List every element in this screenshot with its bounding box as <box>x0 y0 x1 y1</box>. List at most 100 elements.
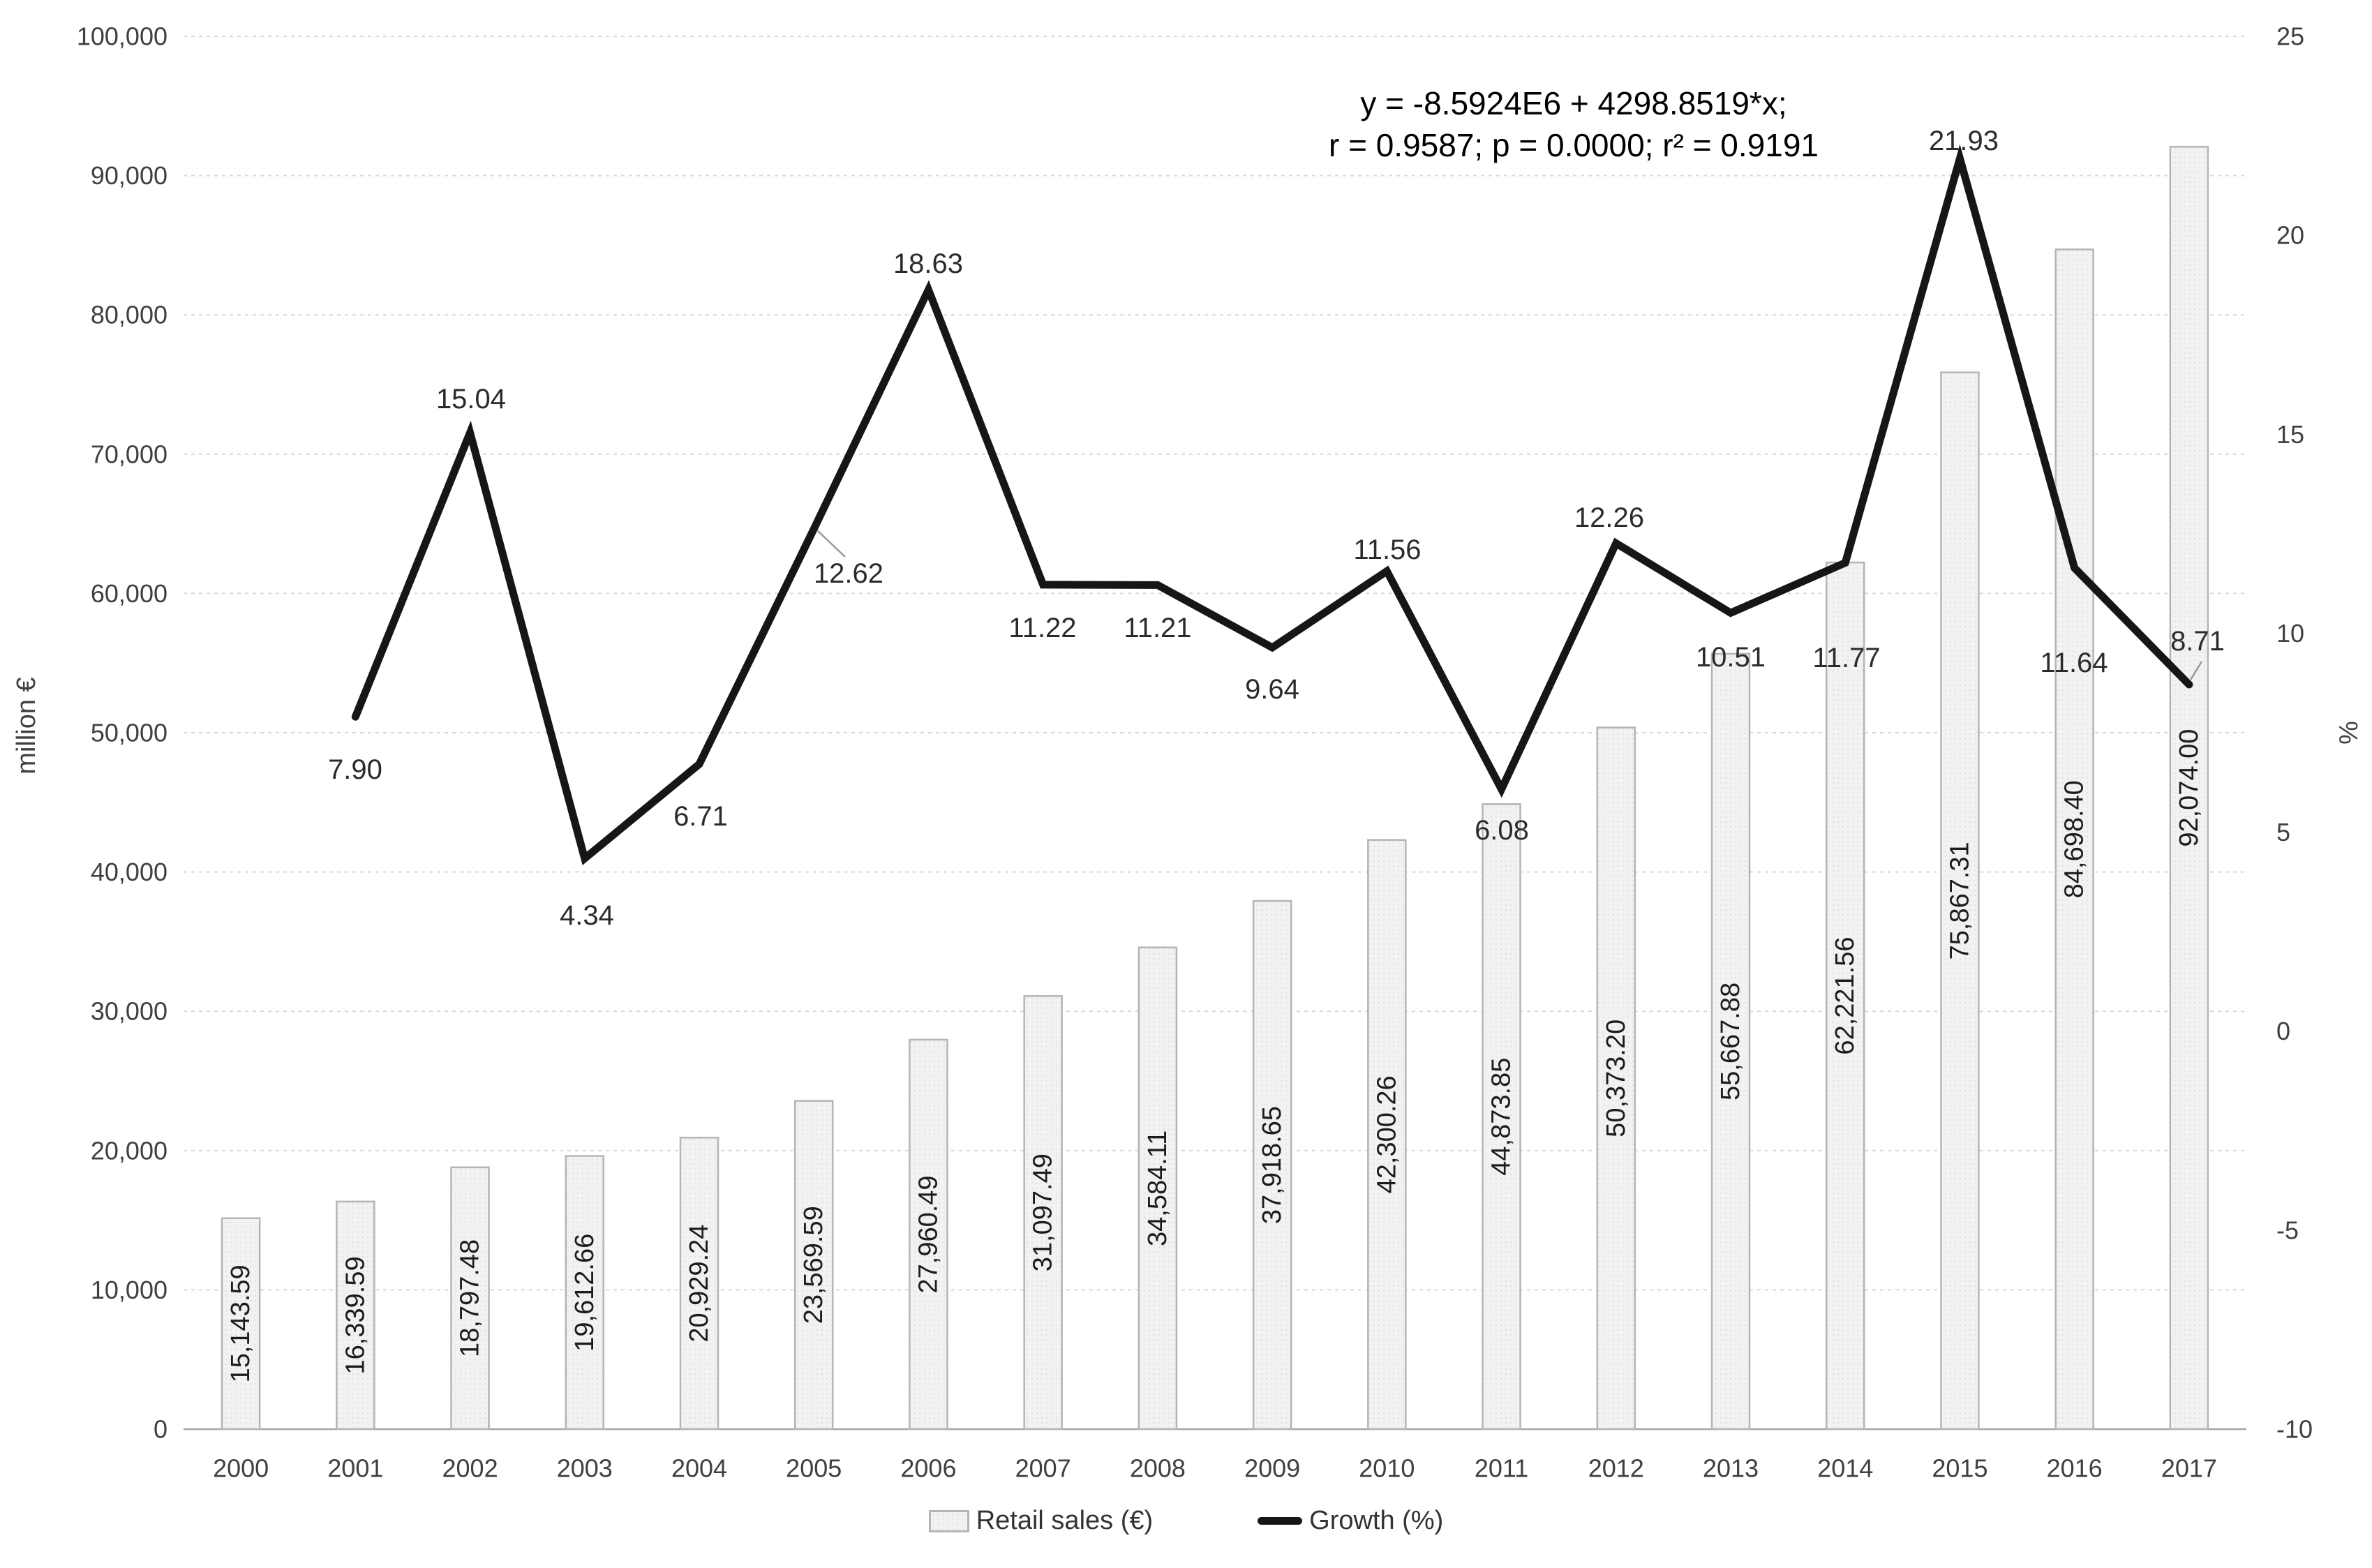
bar-value-label: 42,300.26 <box>1372 1075 1401 1193</box>
x-axis-tick-2000: 2000 <box>213 1454 269 1483</box>
bar-2008 <box>1137 946 1178 1431</box>
x-axis-tick-2005: 2005 <box>786 1454 842 1483</box>
bar-2004 <box>679 1137 719 1431</box>
bar-value-label: 18,797.48 <box>456 1239 485 1357</box>
growth-value-label: 11.64 <box>2040 648 2108 678</box>
growth-value-label: 18.63 <box>893 248 963 279</box>
growth-line <box>351 144 2193 865</box>
x-axis-tick-2006: 2006 <box>900 1454 956 1483</box>
bar-2017 <box>2169 145 2209 1431</box>
bar-value-label: 84,698.40 <box>2060 780 2089 898</box>
bar-2011 <box>1482 803 1521 1431</box>
bar-2001 <box>336 1200 375 1431</box>
bar-value-label: 23,569.59 <box>799 1206 828 1324</box>
growth-value-label: 6.71 <box>673 801 728 832</box>
x-axis-tick-2014: 2014 <box>1817 1454 1873 1483</box>
legend-label-growth: Growth (%) <box>1309 1506 1444 1535</box>
regression-stats: r = 0.9587; p = 0.0000; r² = 0.9191 <box>1328 127 1819 163</box>
retail-sales-bars <box>221 145 2209 1431</box>
legend: Retail sales (€) Growth (%) <box>0 1506 2372 1536</box>
left-axis-tick: 100,000 <box>77 22 167 51</box>
x-axis-tick-2015: 2015 <box>1932 1454 1987 1483</box>
growth-value-label: 8.71 <box>2170 626 2225 657</box>
x-axis-tick-2017: 2017 <box>2161 1454 2217 1483</box>
left-axis-tick: 50,000 <box>91 719 167 747</box>
bar-value-label: 50,373.20 <box>1602 1020 1631 1137</box>
bar-value-label: 15,143.59 <box>226 1264 255 1382</box>
bar-value-label: 44,873.85 <box>1487 1058 1516 1176</box>
left-axis-tick: 20,000 <box>91 1136 167 1165</box>
right-axis-title: % <box>2334 721 2364 745</box>
growth-value-label: 21.93 <box>1929 126 1999 156</box>
left-axis-tick: 80,000 <box>91 301 167 329</box>
bar-2015 <box>1940 371 1980 1431</box>
right-axis-tick: -10 <box>2276 1415 2313 1444</box>
bar-2009 <box>1252 899 1292 1431</box>
right-axis-tick: 5 <box>2276 818 2290 846</box>
x-axis-tick-2007: 2007 <box>1015 1454 1071 1483</box>
growth-value-label: 11.56 <box>1353 535 1421 565</box>
bar-2006 <box>909 1038 948 1431</box>
line-swatch-icon <box>1258 1517 1303 1525</box>
growth-value-label: 10.51 <box>1696 642 1766 673</box>
x-axis-tick-2004: 2004 <box>671 1454 727 1483</box>
x-axis-tick-2016: 2016 <box>2047 1454 2103 1483</box>
bar-2000 <box>221 1217 261 1431</box>
bar-value-label: 16,339.59 <box>341 1256 370 1374</box>
bar-value-label: 34,584.11 <box>1143 1130 1172 1246</box>
bar-value-label: 37,918.65 <box>1258 1106 1287 1224</box>
right-axis-tick: 25 <box>2276 22 2304 51</box>
bar-value-label: 19,612.66 <box>570 1234 599 1352</box>
regression-annotation: y = -8.5924E6 + 4298.8519*x; r = 0.9587;… <box>1274 82 1874 166</box>
right-axis-tick: 10 <box>2276 619 2304 648</box>
bar-value-label: 62,221.56 <box>1830 936 1860 1054</box>
bar-2005 <box>793 1100 834 1431</box>
gridlines <box>184 36 2246 1431</box>
growth-value-label: 12.26 <box>1574 502 1644 533</box>
left-axis-tick: 30,000 <box>91 997 167 1026</box>
growth-value-label: 9.64 <box>1245 674 1299 705</box>
growth-value-label: 6.08 <box>1475 815 1529 846</box>
bar-swatch-icon <box>928 1509 969 1532</box>
growth-value-label: 4.34 <box>560 900 614 931</box>
left-axis-tick: 0 <box>154 1415 167 1444</box>
growth-value-label: 7.90 <box>328 754 382 785</box>
right-axis-tick: 20 <box>2276 221 2304 250</box>
growth-value-label: 11.77 <box>1812 643 1880 673</box>
x-axis-tick-2010: 2010 <box>1359 1454 1415 1483</box>
left-axis-tick: 10,000 <box>91 1276 167 1304</box>
bar-2013 <box>1710 652 1751 1431</box>
bar-2010 <box>1367 839 1407 1431</box>
right-axis-tick: -5 <box>2276 1216 2299 1244</box>
data-labels: 15,143.59 16,339.59 18,797.48 19,612.66 20,9… <box>226 126 2225 1382</box>
label-leader-line <box>816 530 846 558</box>
left-axis-title: million € <box>12 677 41 774</box>
bar-value-label: 92,074.00 <box>2175 729 2204 847</box>
growth-line-path <box>351 144 2193 865</box>
x-axis-tick-2012: 2012 <box>1588 1454 1644 1483</box>
x-axis-tick-2009: 2009 <box>1244 1454 1300 1483</box>
regression-equation: y = -8.5924E6 + 4298.8519*x; <box>1360 85 1787 121</box>
bar-value-label: 20,929.24 <box>685 1225 714 1343</box>
bar-2003 <box>565 1155 605 1431</box>
bar-2016 <box>2054 248 2094 1431</box>
bar-value-label: 55,667.88 <box>1716 983 1745 1100</box>
bar-2002 <box>450 1166 490 1431</box>
bar-value-label: 75,867.31 <box>1945 842 1974 960</box>
x-axis-tick-2011: 2011 <box>1475 1454 1528 1483</box>
x-axis-tick-2003: 2003 <box>557 1454 613 1483</box>
bar-value-label: 31,097.49 <box>1029 1153 1058 1271</box>
legend-item-growth: Growth (%) <box>1258 1506 1443 1536</box>
left-axis-tick: 70,000 <box>91 440 167 468</box>
legend-label-retail-sales: Retail sales (€) <box>976 1506 1154 1535</box>
left-axis-tick: 60,000 <box>91 579 167 608</box>
left-axis-tick: 90,000 <box>91 161 167 190</box>
axis-ticks: 0 10,000 20,000 30,000 40,000 50,000 60,000 70,… <box>12 22 2364 1483</box>
growth-value-label: 11.22 <box>1008 613 1076 643</box>
x-axis-tick-2002: 2002 <box>442 1454 498 1483</box>
right-axis-tick: 15 <box>2276 420 2304 449</box>
right-axis-tick: 0 <box>2276 1017 2290 1045</box>
growth-value-label: 12.62 <box>814 558 883 589</box>
